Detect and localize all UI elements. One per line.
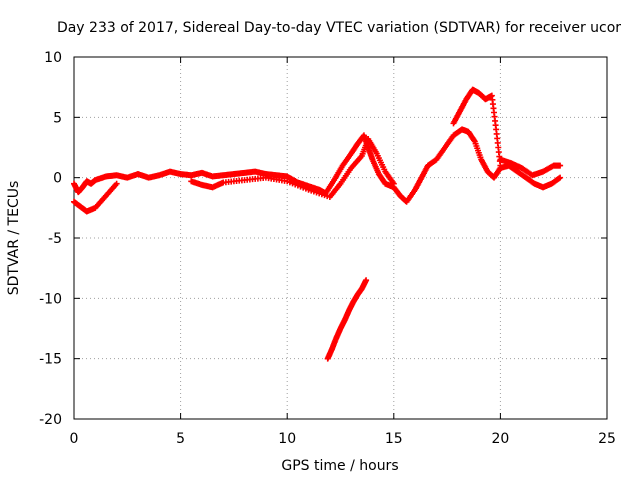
data-point — [497, 162, 504, 169]
data-point — [363, 277, 370, 284]
x-tick-label: 15 — [385, 431, 403, 447]
series-secondary-track — [188, 136, 397, 200]
chart-title: Day 233 of 2017, Sidereal Day-to-day VTE… — [57, 20, 621, 36]
series-lower-branch — [71, 180, 120, 215]
x-tick-label: 10 — [278, 431, 296, 447]
axis-ticks: 0 5 10 15 20 25 -20 -15 -10 -5 0 5 10 — [39, 50, 616, 447]
y-tick-label: -10 — [39, 291, 62, 307]
series-evening-peak — [450, 86, 504, 169]
data-point — [113, 180, 120, 187]
data-point — [390, 180, 397, 187]
y-tick-label: 0 — [53, 171, 62, 187]
x-tick-label: 20 — [491, 431, 509, 447]
x-axis-label: GPS time / hours — [281, 458, 398, 474]
data-point — [557, 162, 564, 169]
series-negative-arc — [324, 277, 370, 362]
y-tick-label: -5 — [48, 231, 62, 247]
series-late-track — [497, 156, 564, 179]
x-tick-label: 25 — [598, 431, 616, 447]
plot-frame — [73, 56, 608, 420]
y-tick-label: -15 — [39, 352, 62, 368]
x-tick-label: 5 — [176, 431, 185, 447]
x-tick-label: 0 — [70, 431, 79, 447]
y-tick-label: -20 — [39, 412, 62, 428]
data-point — [557, 174, 564, 181]
y-axis-label: SDTVAR / TECUs — [6, 181, 22, 296]
grid — [74, 57, 607, 419]
y-tick-label: 5 — [53, 110, 62, 126]
y-tick-label: 10 — [44, 50, 62, 66]
data-points — [71, 86, 564, 362]
